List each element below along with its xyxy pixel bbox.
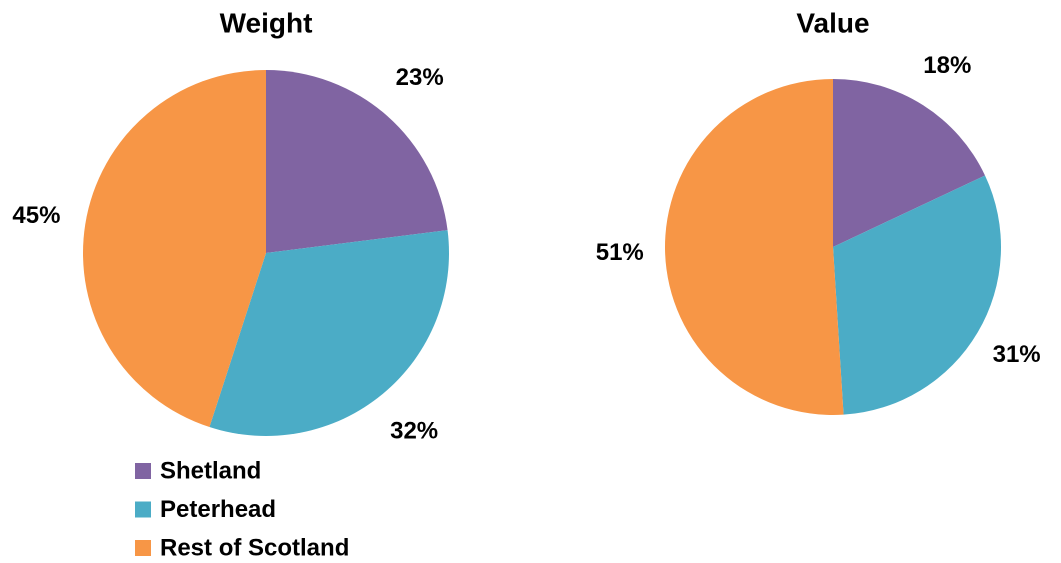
legend-swatch (135, 463, 151, 479)
pie-slice (665, 79, 844, 415)
pie-slice (209, 230, 449, 436)
chart-title: Value (796, 7, 869, 38)
data-label: 51% (596, 239, 644, 266)
data-label: 31% (993, 341, 1041, 368)
pie-slice (266, 70, 448, 253)
data-label: 45% (12, 202, 60, 229)
data-label: 32% (390, 417, 438, 444)
data-label: 23% (396, 64, 444, 91)
data-label: 18% (923, 52, 971, 79)
pie-slice (83, 70, 266, 428)
legend-label: Shetland (160, 457, 261, 484)
legend-swatch (135, 501, 151, 518)
legend-label: Peterhead (160, 496, 276, 523)
chart-title: Weight (220, 7, 313, 38)
pie-slice (833, 175, 1002, 415)
pie-slice (833, 79, 986, 247)
legend-swatch (135, 540, 151, 556)
legend-label: Rest of Scotland (160, 534, 349, 561)
